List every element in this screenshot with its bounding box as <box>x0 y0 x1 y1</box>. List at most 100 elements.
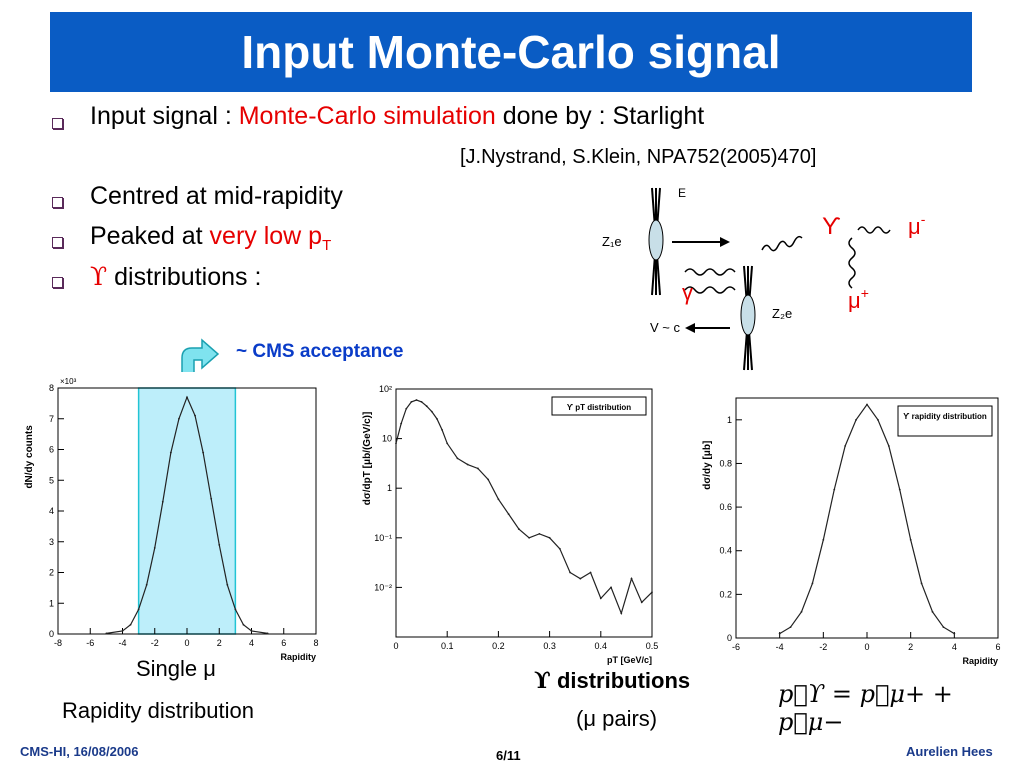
data-point <box>266 632 269 635</box>
data-point <box>833 488 836 491</box>
data-point <box>218 543 221 546</box>
y-tick-label: 10⁻¹ <box>374 533 392 543</box>
data-point <box>640 601 643 604</box>
data-point <box>178 417 180 420</box>
y-tick-label: 4 <box>49 506 54 516</box>
data-point <box>446 442 449 445</box>
y-tick-label: 5 <box>49 475 54 485</box>
data-point <box>528 536 531 539</box>
momentum-formula: p⃗ϒ = p⃗μ+ + p⃗μ− <box>778 680 953 736</box>
bullet-mid-rapidity: Centred at mid-rapidity <box>90 182 343 210</box>
muon-line <box>848 237 856 289</box>
data-point <box>153 547 156 549</box>
data-point <box>105 632 108 635</box>
x-axis-label: Rapidity <box>280 652 316 662</box>
x-tick-label: -4 <box>776 642 784 652</box>
x-tick-label: 6 <box>995 642 1000 652</box>
reference: [J.Nystrand, S.Klein, NPA752(2005)470] <box>460 146 817 168</box>
y-tick-label: 10⁻² <box>374 582 392 592</box>
data-point <box>169 451 172 454</box>
legend-box <box>551 396 647 416</box>
y-tick-label: 6 <box>49 445 54 455</box>
data-point <box>887 445 890 447</box>
data-point <box>186 396 188 399</box>
footer-left: CMS-HI, 16/08/2006 <box>20 744 139 759</box>
data-point <box>931 610 934 613</box>
y-tick-label: 3 <box>49 537 54 547</box>
data-point <box>487 478 490 481</box>
data-point <box>441 428 443 431</box>
label-mu-plus: μ+ <box>848 285 869 313</box>
footer-page-number: 6/11 <box>496 748 521 763</box>
y-tick-label: 7 <box>49 414 54 424</box>
data-point <box>210 497 213 500</box>
x-tick-label: 2 <box>217 638 222 648</box>
data-point <box>129 623 132 626</box>
x-tick-label: 6 <box>281 638 286 648</box>
muon-line <box>857 226 891 234</box>
bullet-marker <box>52 237 63 248</box>
data-point <box>234 608 237 611</box>
data-point <box>778 632 781 635</box>
data-point <box>420 400 423 403</box>
data-point <box>789 626 792 628</box>
x-tick-label: 0 <box>864 642 869 652</box>
data-point <box>161 500 164 503</box>
x-tick-label: -6 <box>86 638 94 648</box>
x-axis-label: pT [GeV/c] <box>607 655 652 665</box>
y-tick-label: 10 <box>382 434 392 444</box>
data-point <box>194 414 196 417</box>
data-point <box>538 532 541 535</box>
data-point <box>800 610 803 613</box>
y-axis-label: dσ/dpT [μb/(GeV/c)] <box>362 412 373 506</box>
caption-single-mu: Single μ <box>136 656 216 681</box>
data-point <box>405 407 408 410</box>
data-point <box>651 591 653 594</box>
x-tick-label: 8 <box>313 638 318 648</box>
y-tick-label: 0 <box>49 629 54 639</box>
bullet-upsilon-dist: ϒ distributions : <box>90 262 262 291</box>
x-tick-label: 0.3 <box>543 641 556 651</box>
title-bar: Input Monte-Carlo signal <box>50 12 972 92</box>
page-title: Input Monte-Carlo signal <box>241 26 781 78</box>
label-z2e: Z₂e <box>772 306 792 321</box>
y-tick-label: 0.8 <box>719 458 732 468</box>
data-point <box>844 445 847 447</box>
caption-mu-pairs: (μ pairs) <box>576 706 658 731</box>
data-point <box>898 488 901 491</box>
label-gamma: γ <box>682 280 693 305</box>
data-point <box>569 571 571 574</box>
data-point <box>456 457 459 460</box>
data-point <box>242 623 245 626</box>
data-point <box>121 630 124 632</box>
chart-upsilon-pt: 0 0.1 0.2 0.3 0.4 0.5 10⁻² 10⁻¹ 1 10 10² pT [GeV/c]… <box>346 383 664 668</box>
data-point <box>942 626 945 628</box>
data-point <box>953 632 956 635</box>
label-upsilon: ϒ <box>822 213 841 240</box>
data-point <box>430 410 433 413</box>
data-point <box>466 463 469 466</box>
data-point <box>630 577 633 580</box>
data-point <box>877 418 879 421</box>
x-tick-label: -2 <box>819 642 827 652</box>
data-point <box>599 597 602 600</box>
caption-rapidity: Rapidity distribution <box>62 698 254 723</box>
legend-title: ϒ rapidity distribution <box>903 412 987 421</box>
data-point <box>811 582 814 585</box>
y-tick-label: 0.4 <box>719 546 732 556</box>
y-multiplier: ×10³ <box>60 377 77 386</box>
bullet-input-signal: Input signal : Monte-Carlo simulation do… <box>90 102 705 130</box>
data-point <box>589 571 592 574</box>
chart-background <box>346 383 664 668</box>
data-point <box>866 403 868 406</box>
data-point <box>822 538 825 541</box>
footer-right: Aurelien Hees <box>906 744 993 759</box>
x-tick-label: 2 <box>908 642 913 652</box>
y-tick-label: 0 <box>727 633 732 643</box>
data-point <box>202 451 205 454</box>
acceptance-band <box>137 387 237 635</box>
data-point <box>610 586 612 589</box>
chart-single-muon-rapidity: -8 -6 -4 -2 0 2 4 6 8 0 1 2 3 4 5 6 7 8 Rapidity dN/dy coun… <box>12 372 330 662</box>
data-point <box>425 405 428 408</box>
nucleus-2 <box>740 265 756 371</box>
